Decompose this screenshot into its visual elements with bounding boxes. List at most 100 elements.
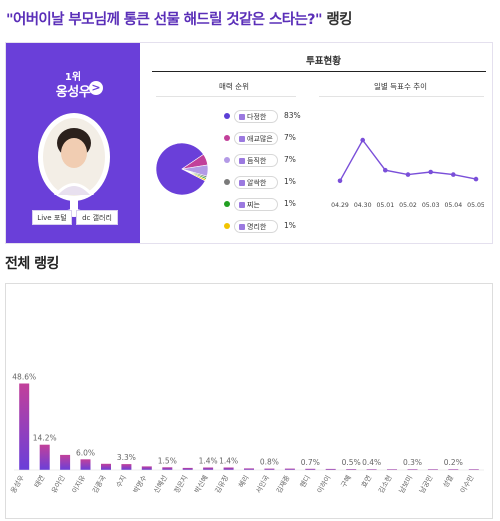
ranking-bar[interactable]	[101, 463, 111, 470]
ranking-tick-label: 김재중	[275, 474, 292, 495]
ranking-tick-label: 김유정	[213, 474, 230, 495]
ranking-bar[interactable]	[346, 469, 357, 470]
ranking-tick-label: 혜리	[236, 474, 250, 490]
overall-ranking-bar-chart: 48.6% 옹성우 14.2% 태연 유아인 6.0% 이지유 김종국 3.3% 수지 박명수 1.5…	[8, 373, 484, 495]
legend-color-dot	[224, 157, 230, 163]
legend-color-dot	[224, 179, 230, 185]
ranking-bar[interactable]	[264, 468, 275, 470]
ranking-tick-label: 웬디	[298, 474, 312, 490]
page-headline: "어버이날 부모님께 통큰 선물 해드릴 것같은 스타는?" 랭킹	[6, 8, 352, 29]
ranking-bar[interactable]	[223, 467, 234, 471]
ranking-bar[interactable]	[366, 469, 377, 470]
legend-label-pill: 알싹한	[234, 176, 278, 189]
daily-votes-tick-label: 05.03	[422, 202, 440, 209]
ranking-data-label: 0.2%	[444, 458, 463, 467]
ranking-tick-label: 김소현	[377, 474, 394, 495]
ranking-bar[interactable]	[121, 464, 132, 470]
ranking-bar[interactable]	[19, 383, 30, 471]
ranking-tick-label: 구혜	[339, 474, 353, 490]
ranking-tick-label: 정은지	[172, 474, 189, 495]
overall-ranking-title: 전체 랭킹	[5, 256, 59, 272]
legend-label-pill: 명리한	[234, 220, 278, 233]
winner-name[interactable]: 옹성우	[55, 85, 91, 100]
ranking-tick-label: 옹성우	[8, 473, 26, 495]
legend-color-dot	[224, 135, 230, 141]
ranking-bar[interactable]	[39, 444, 50, 470]
ranking-data-label: 0.8%	[260, 458, 279, 467]
ranking-bar[interactable]	[60, 454, 71, 470]
ranking-data-label: 3.3%	[117, 453, 136, 462]
ranking-data-label: 0.7%	[301, 458, 320, 467]
daily-votes-tick-label: 05.05	[467, 202, 484, 209]
legend-percent: 7%	[284, 133, 296, 142]
daily-votes-divider	[319, 96, 484, 97]
legend-label: 찌는	[247, 201, 260, 209]
top-card: 1위 옹성우 > Live 포털 dc 갤러리 투표현황 매력 순위 일별 득표…	[5, 42, 493, 244]
ranking-tick-label: 이하이	[315, 474, 332, 495]
ranking-bar[interactable]	[427, 469, 438, 470]
charm-rank-title: 매력 순위	[219, 82, 249, 91]
ranking-bar[interactable]	[387, 469, 397, 470]
live-portal-button[interactable]: Live 포털	[32, 210, 72, 225]
legend-color-dot	[224, 113, 230, 119]
legend-percent: 1%	[284, 199, 296, 208]
legend-color-dot	[224, 201, 230, 207]
legend-label: 명리한	[247, 223, 267, 231]
winner-panel: 1위 옹성우 > Live 포털 dc 갤러리	[6, 43, 140, 243]
legend-label: 애교많은	[247, 135, 273, 143]
ranking-bar[interactable]	[244, 468, 254, 470]
daily-votes-point	[383, 167, 388, 173]
ranking-bar[interactable]	[448, 469, 459, 470]
ranking-data-label: 48.6%	[12, 373, 36, 382]
legend-label: 다정한	[247, 113, 267, 121]
daily-votes-title: 일별 득표수 추이	[374, 82, 428, 91]
ranking-tick-label: 이지유	[70, 473, 88, 495]
ranking-tick-label: 신혜선	[152, 474, 169, 495]
ranking-bar[interactable]	[407, 469, 418, 470]
daily-votes-point	[473, 176, 479, 182]
tag-icon	[239, 136, 245, 142]
ranking-tick-label: 태연	[33, 474, 46, 489]
legend-label: 듬직한	[247, 157, 267, 165]
legend-percent: 83%	[284, 111, 301, 120]
charm-pie-chart	[155, 142, 209, 196]
dc-gallery-button[interactable]: dc 갤러리	[76, 210, 118, 225]
winner-photo-frame	[38, 113, 110, 217]
tag-icon	[239, 224, 245, 230]
ranking-tick-label: 수지	[114, 474, 128, 490]
legend-percent: 1%	[284, 221, 296, 230]
ranking-bar[interactable]	[284, 468, 295, 470]
ranking-bar[interactable]	[162, 467, 173, 470]
ranking-tick-label: 박신혜	[192, 474, 209, 495]
charm-rank-divider	[156, 96, 296, 97]
ranking-data-label: 14.2%	[33, 434, 57, 443]
ranking-bar[interactable]	[203, 467, 214, 471]
vote-status-divider	[152, 71, 486, 72]
tag-icon	[239, 114, 245, 120]
overall-ranking-card: 48.6% 옹성우 14.2% 태연 유아인 6.0% 이지유 김종국 3.3% 수지 박명수 1.5…	[5, 283, 493, 519]
ranking-data-label: 0.3%	[403, 458, 422, 467]
ranking-bar[interactable]	[305, 468, 316, 470]
daily-votes-tick-label: 05.01	[376, 202, 394, 209]
ranking-tick-label: 서인국	[254, 473, 272, 495]
ranking-data-label: 1.4%	[219, 457, 238, 466]
ranking-data-label: 1.4%	[199, 457, 218, 466]
daily-votes-line-chart: 04.29 04.30 05.01 05.02 05.03 05.04 05.05	[331, 137, 484, 209]
chevron-right-icon[interactable]: >	[89, 81, 103, 95]
ranking-bar[interactable]	[80, 459, 91, 470]
daily-votes-point	[428, 169, 433, 175]
ranking-bar[interactable]	[468, 469, 479, 470]
ranking-tick-label: 남궁민	[417, 474, 434, 495]
tag-icon	[239, 158, 245, 164]
ranking-bar[interactable]	[325, 468, 336, 470]
ranking-bar[interactable]	[182, 467, 193, 470]
daily-votes-tick-label: 05.02	[399, 202, 417, 209]
ranking-data-label: 0.5%	[342, 458, 361, 467]
legend-label-pill: 애교많은	[234, 132, 278, 145]
legend-label-pill: 듬직한	[234, 154, 278, 167]
legend-label-pill: 다정한	[234, 110, 278, 123]
tag-icon	[239, 180, 245, 186]
daily-votes-point	[405, 172, 411, 177]
ranking-tick-label: 효연	[360, 474, 373, 489]
ranking-bar[interactable]	[141, 466, 152, 470]
